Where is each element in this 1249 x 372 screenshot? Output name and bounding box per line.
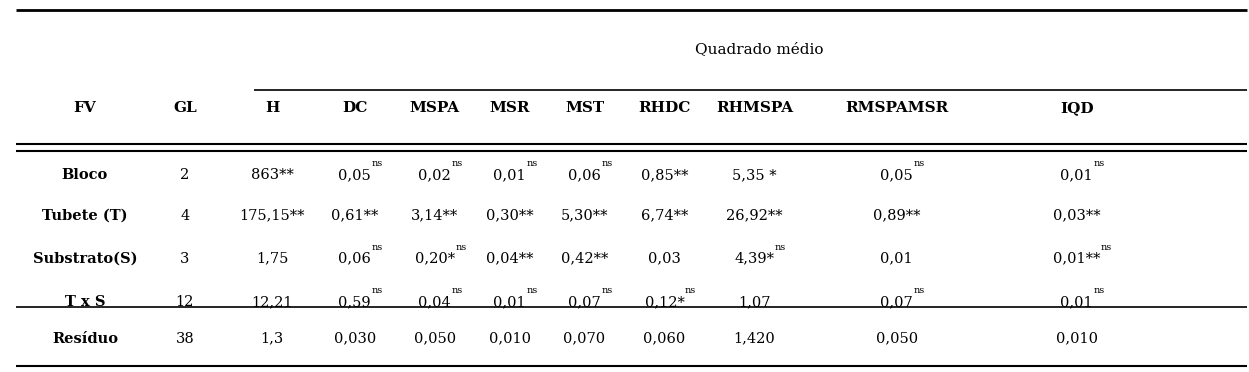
Text: 175,15**: 175,15** [240,209,305,223]
Text: Resíduo: Resíduo [52,331,117,346]
Text: ns: ns [372,159,383,168]
Text: ns: ns [684,286,697,295]
Text: Bloco: Bloco [61,168,109,182]
Text: 0,05: 0,05 [881,168,913,182]
Text: FV: FV [74,101,96,115]
Text: IQD: IQD [1060,101,1093,115]
Text: 1,07: 1,07 [738,295,771,309]
Text: T x S: T x S [65,295,105,309]
Text: RMSPAMSR: RMSPAMSR [846,101,948,115]
Text: 0,01**: 0,01** [1053,251,1100,266]
Text: GL: GL [172,101,197,115]
Text: ns: ns [452,286,463,295]
Text: 1,75: 1,75 [256,251,289,266]
Text: ns: ns [1100,243,1112,252]
Text: 0,01: 0,01 [493,295,526,309]
Text: 0,04: 0,04 [418,295,451,309]
Text: 0,070: 0,070 [563,331,606,346]
Text: 1,420: 1,420 [733,331,776,346]
Text: DC: DC [342,101,367,115]
Text: ns: ns [602,159,613,168]
Text: ns: ns [914,286,926,295]
Text: ns: ns [1094,159,1105,168]
Text: 0,04**: 0,04** [486,251,533,266]
Text: 26,92**: 26,92** [726,209,783,223]
Text: ns: ns [774,243,787,252]
Text: 0,050: 0,050 [413,331,456,346]
Text: ns: ns [372,243,383,252]
Text: 0,010: 0,010 [1055,331,1098,346]
Text: 0,07: 0,07 [881,295,913,309]
Text: 0,03: 0,03 [648,251,681,266]
Text: 0,61**: 0,61** [331,209,378,223]
Text: 0,01: 0,01 [1060,295,1093,309]
Text: Tubete (T): Tubete (T) [42,209,127,223]
Text: MSPA: MSPA [410,101,460,115]
Text: 5,30**: 5,30** [561,209,608,223]
Text: ns: ns [914,159,926,168]
Text: ns: ns [455,243,467,252]
Text: 0,030: 0,030 [333,331,376,346]
Text: 0,89**: 0,89** [873,209,921,223]
Text: ns: ns [372,286,383,295]
Text: 12: 12 [176,295,194,309]
Text: 0,07: 0,07 [568,295,601,309]
Text: 0,01: 0,01 [1060,168,1093,182]
Text: 0,30**: 0,30** [486,209,533,223]
Text: 6,74**: 6,74** [641,209,688,223]
Text: 3: 3 [180,251,190,266]
Text: 0,060: 0,060 [643,331,686,346]
Text: 12,21: 12,21 [251,295,294,309]
Text: Substrato(S): Substrato(S) [32,251,137,266]
Text: 863**: 863** [251,168,294,182]
Text: RHMSPA: RHMSPA [716,101,793,115]
Text: 38: 38 [175,331,195,346]
Text: 0,06: 0,06 [568,168,601,182]
Text: H: H [265,101,280,115]
Text: MST: MST [565,101,605,115]
Text: 0,85**: 0,85** [641,168,688,182]
Text: 0,01: 0,01 [881,251,913,266]
Text: Quadrado médio: Quadrado médio [696,42,823,56]
Text: 1,3: 1,3 [261,331,284,346]
Text: MSR: MSR [490,101,530,115]
Text: ns: ns [527,159,538,168]
Text: 0,12*: 0,12* [644,295,684,309]
Text: 4: 4 [180,209,190,223]
Text: 0,59: 0,59 [338,295,371,309]
Text: 4,39*: 4,39* [734,251,774,266]
Text: 0,050: 0,050 [876,331,918,346]
Text: ns: ns [452,159,463,168]
Text: 0,42**: 0,42** [561,251,608,266]
Text: 0,01: 0,01 [493,168,526,182]
Text: ns: ns [1094,286,1105,295]
Text: 0,010: 0,010 [488,331,531,346]
Text: 2: 2 [180,168,190,182]
Text: ns: ns [527,286,538,295]
Text: 5,35 *: 5,35 * [732,168,777,182]
Text: 0,06: 0,06 [338,251,371,266]
Text: 0,02: 0,02 [418,168,451,182]
Text: ns: ns [602,286,613,295]
Text: 3,14**: 3,14** [411,209,458,223]
Text: 0,03**: 0,03** [1053,209,1100,223]
Text: 0,20*: 0,20* [415,251,455,266]
Text: RHDC: RHDC [638,101,691,115]
Text: 0,05: 0,05 [338,168,371,182]
